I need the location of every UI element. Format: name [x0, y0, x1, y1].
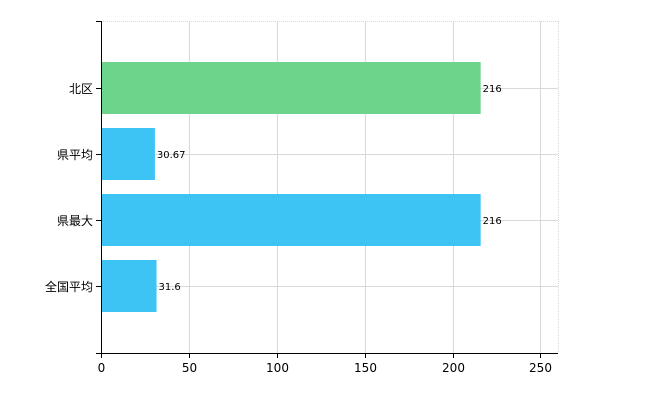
x-tick-label: 0	[98, 361, 106, 375]
data-label: 216	[483, 216, 502, 227]
category-label: 県平均	[57, 148, 93, 162]
x-tick-label: 250	[529, 361, 552, 375]
category-label: 北区	[69, 82, 93, 96]
data-label: 31.6	[159, 282, 181, 293]
data-label: 216	[483, 84, 502, 95]
x-tick-label: 150	[354, 361, 377, 375]
x-tick-label: 50	[182, 361, 197, 375]
category-label: 県最大	[57, 214, 93, 228]
bar	[102, 128, 155, 180]
x-tick-label: 200	[442, 361, 465, 375]
category-label: 全国平均	[45, 279, 93, 294]
bar	[102, 194, 481, 246]
bar	[102, 62, 481, 114]
data-label: 30.67	[157, 150, 186, 161]
x-tick-label: 100	[266, 361, 289, 375]
bar	[102, 260, 157, 312]
